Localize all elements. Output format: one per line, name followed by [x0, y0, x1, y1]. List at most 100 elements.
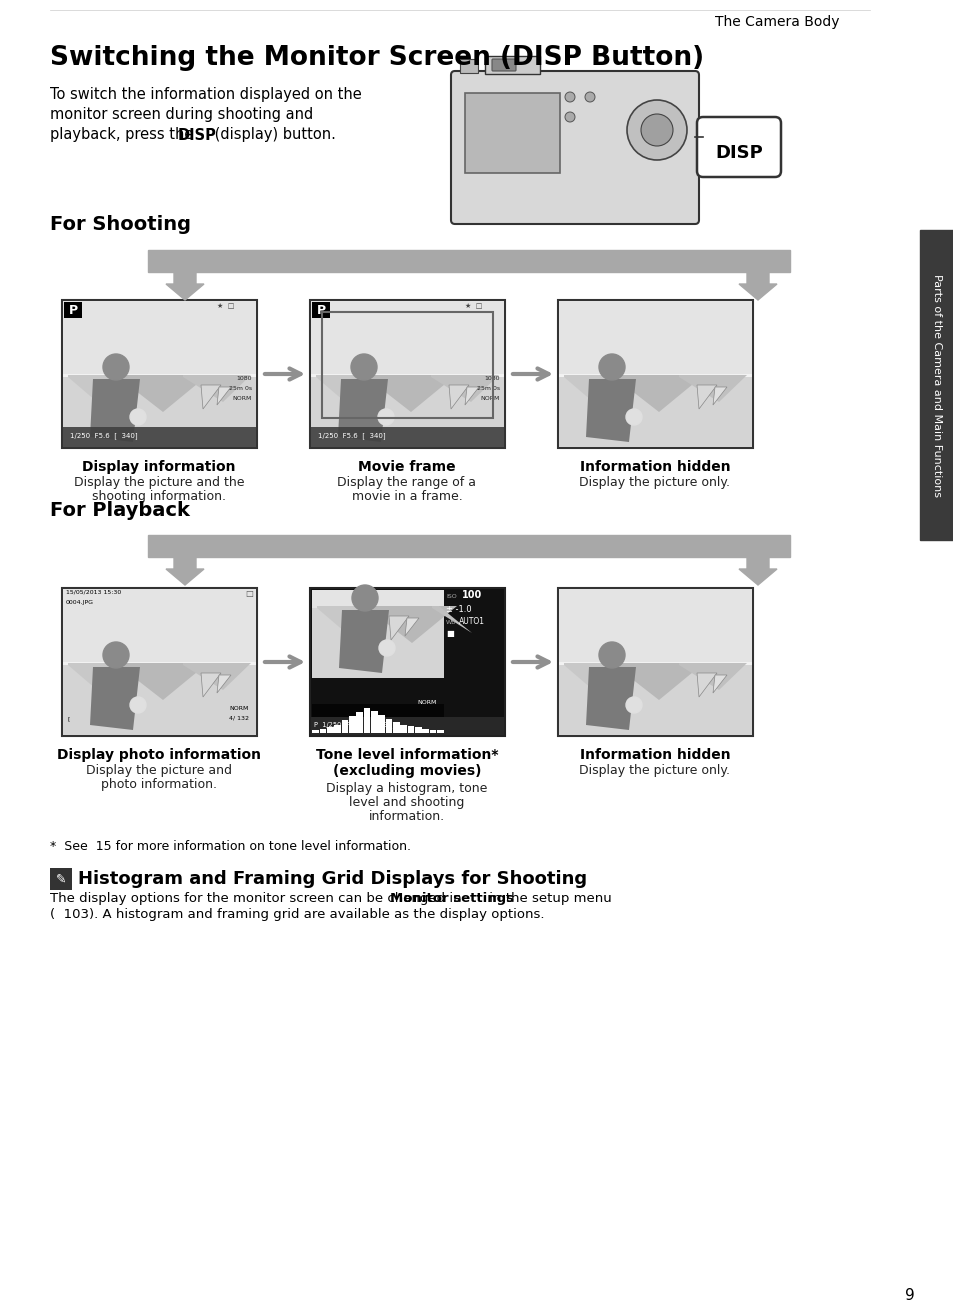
Polygon shape [679, 374, 746, 402]
Bar [63, 589, 255, 735]
Polygon shape [118, 374, 208, 413]
Bar [341, 720, 348, 733]
FancyBboxPatch shape [492, 59, 516, 71]
Text: ISO: ISO [446, 594, 456, 599]
Bar [312, 608, 443, 678]
Bar [558, 589, 751, 662]
Text: *  See  15 for more information on tone level information.: * See 15 for more information on tone le… [50, 840, 411, 853]
Bar [148, 250, 789, 272]
Bar [63, 589, 255, 662]
Polygon shape [367, 606, 456, 643]
Polygon shape [712, 675, 726, 692]
Polygon shape [712, 388, 726, 405]
FancyBboxPatch shape [451, 71, 699, 223]
Bar [63, 377, 255, 447]
Bar [459, 59, 477, 74]
Circle shape [377, 409, 394, 424]
Polygon shape [449, 385, 469, 409]
Bar [334, 724, 340, 733]
Polygon shape [201, 385, 221, 409]
Text: To switch the information displayed on the: To switch the information displayed on t… [50, 88, 361, 102]
Bar [327, 728, 334, 733]
Text: (  103). A histogram and framing grid are available as the display options.: ( 103). A histogram and framing grid are… [50, 908, 544, 921]
Text: For Shooting: For Shooting [50, 215, 191, 234]
Bar [415, 728, 421, 733]
Text: Switching the Monitor Screen (DISP Button): Switching the Monitor Screen (DISP Butto… [50, 45, 703, 71]
Circle shape [130, 696, 146, 714]
Polygon shape [614, 374, 703, 413]
Text: 25m 0s: 25m 0s [476, 386, 499, 392]
Polygon shape [68, 664, 143, 695]
Text: WB: WB [446, 620, 456, 625]
Text: Display the picture and: Display the picture and [86, 763, 232, 777]
Text: Tone level information*: Tone level information* [315, 748, 497, 762]
Text: Information hidden: Information hidden [579, 748, 730, 762]
Circle shape [625, 696, 641, 714]
Bar [919, 230, 953, 540]
Text: (display) button.: (display) button. [210, 127, 335, 142]
Polygon shape [337, 378, 388, 442]
Circle shape [103, 643, 129, 668]
Bar [422, 729, 429, 733]
Bar [64, 302, 82, 318]
Text: NORM: NORM [233, 396, 252, 401]
Text: DISP: DISP [178, 127, 216, 142]
Polygon shape [697, 673, 717, 696]
Bar [63, 301, 255, 447]
Bar [310, 587, 504, 736]
Text: Information hidden: Information hidden [579, 460, 730, 474]
Text: photo information.: photo information. [101, 778, 216, 791]
Polygon shape [183, 374, 251, 402]
Bar [62, 587, 256, 736]
Bar [363, 708, 370, 733]
Circle shape [640, 114, 672, 146]
Bar [311, 427, 503, 447]
Polygon shape [679, 664, 746, 690]
Bar [407, 727, 414, 733]
Text: ± -1.0: ± -1.0 [446, 604, 471, 614]
FancyBboxPatch shape [697, 117, 781, 177]
Text: 0004.JPG: 0004.JPG [66, 600, 94, 604]
Text: 1/250  F5.6  [  340]: 1/250 F5.6 [ 340] [317, 432, 385, 439]
Bar [312, 590, 443, 678]
Circle shape [130, 409, 146, 424]
Text: NORM: NORM [417, 700, 436, 706]
FancyArrow shape [166, 272, 204, 300]
Text: 15/05/2013 15:30: 15/05/2013 15:30 [66, 590, 121, 595]
Text: 4/ 132: 4/ 132 [229, 716, 249, 721]
Polygon shape [338, 610, 389, 673]
Polygon shape [68, 374, 143, 407]
Bar [63, 427, 255, 447]
Text: 1080: 1080 [484, 376, 499, 381]
Circle shape [584, 92, 595, 102]
Text: Display the range of a: Display the range of a [337, 476, 476, 489]
Polygon shape [389, 616, 409, 640]
Text: 1080: 1080 [236, 376, 252, 381]
Text: P: P [316, 304, 325, 317]
Bar [429, 731, 436, 733]
Text: ■: ■ [446, 629, 454, 639]
Bar [484, 57, 539, 74]
Polygon shape [464, 388, 478, 405]
Text: Display information: Display information [82, 460, 235, 474]
Text: monitor screen during shooting and: monitor screen during shooting and [50, 108, 313, 122]
Text: playback, press the: playback, press the [50, 127, 198, 142]
Bar [311, 301, 503, 447]
Bar [558, 665, 751, 735]
Polygon shape [585, 668, 636, 731]
Polygon shape [90, 378, 140, 442]
Text: For Playback: For Playback [50, 501, 190, 519]
Text: NORM: NORM [480, 396, 499, 401]
Text: movie in a frame.: movie in a frame. [352, 490, 462, 503]
Circle shape [626, 100, 686, 160]
Bar [400, 724, 407, 733]
Bar [312, 590, 443, 633]
Text: Display the picture only.: Display the picture only. [578, 476, 730, 489]
Text: Parts of the Camera and Main Functions: Parts of the Camera and Main Functions [931, 273, 941, 497]
Text: 1/250  F5.6  [  340]: 1/250 F5.6 [ 340] [70, 432, 137, 439]
FancyArrow shape [739, 272, 776, 300]
Bar [311, 301, 503, 374]
Bar [148, 535, 789, 557]
Text: Movie frame: Movie frame [357, 460, 456, 474]
Bar [310, 300, 504, 448]
